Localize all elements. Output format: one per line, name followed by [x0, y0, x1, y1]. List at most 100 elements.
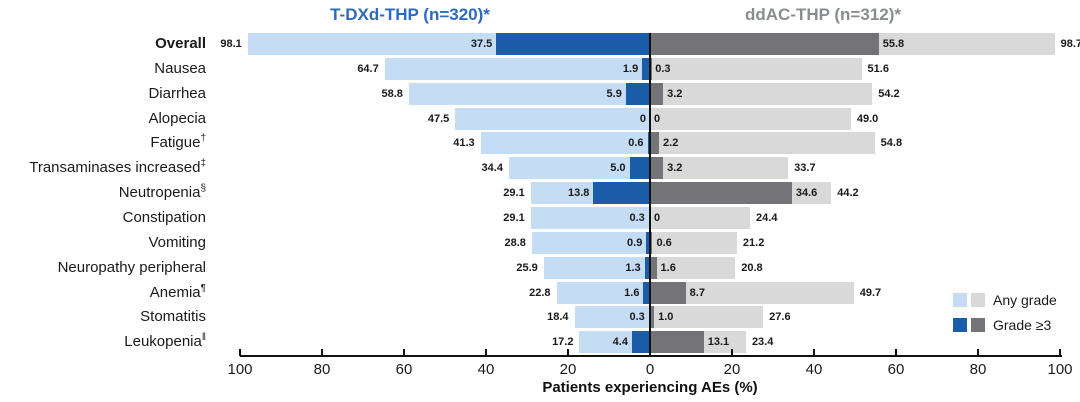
- bar-left-any-grade: [384, 58, 650, 80]
- value-right-grade3: 0: [654, 113, 661, 125]
- left-panel-title: T-DXd-THP (n=320)*: [330, 5, 490, 24]
- bar-left-grade3: [642, 58, 650, 80]
- value-right-grade3: 1.0: [658, 311, 674, 323]
- value-left-any-grade: 22.8: [529, 287, 551, 299]
- grade3-gray-swatch: [971, 317, 985, 332]
- value-right-grade3: 13.1: [707, 336, 730, 348]
- value-right-grade3: 0.6: [656, 237, 672, 249]
- value-right-grade3: 1.6: [660, 262, 676, 274]
- x-axis-tick-label: 40: [805, 361, 823, 378]
- value-right-any-grade: 98.7: [1060, 38, 1080, 50]
- value-left-grade3: 0.9: [627, 237, 643, 249]
- x-axis-title: Patients experiencing AEs (%): [542, 379, 758, 396]
- bar-right-any-grade: [650, 83, 873, 105]
- value-left-any-grade: 18.4: [547, 311, 569, 323]
- x-axis-tick-label: 60: [887, 361, 905, 378]
- value-left-grade3: 1.9: [622, 63, 639, 75]
- bar-right-any-grade: [650, 132, 875, 154]
- category-label: Vomiting: [148, 234, 206, 251]
- x-axis-tick: [977, 349, 979, 356]
- bar-left-any-grade: [531, 232, 650, 254]
- x-axis-tick-label: 100: [1047, 361, 1073, 378]
- bar-left-grade3: [644, 257, 650, 279]
- any-grade-gray-swatch: [971, 292, 985, 307]
- value-right-grade3: 3.2: [667, 88, 683, 100]
- value-right-grade3: 34.6: [795, 187, 818, 199]
- value-left-grade3: 1.6: [624, 287, 640, 299]
- value-right-grade3: 55.8: [882, 38, 905, 50]
- bar-right-grade3: [650, 157, 664, 179]
- x-axis-tick: [321, 349, 323, 356]
- bar-left-any-grade: [556, 282, 650, 304]
- value-right-any-grade: 49.7: [859, 287, 882, 299]
- bar-right-grade3: [650, 182, 792, 204]
- value-right-any-grade: 44.2: [837, 187, 859, 199]
- value-left-grade3: 0: [639, 113, 646, 125]
- value-right-any-grade: 54.8: [880, 137, 903, 149]
- x-axis-tick-label: 80: [313, 361, 331, 378]
- bar-left-any-grade: [455, 108, 650, 130]
- bar-left-grade3: [496, 33, 650, 55]
- x-axis-tick: [403, 349, 405, 356]
- bar-left-grade3: [629, 157, 650, 179]
- x-axis-tick: [485, 349, 487, 356]
- bar-left-grade3: [631, 331, 650, 353]
- category-label: Leukopenia‖: [124, 332, 206, 351]
- value-left-grade3: 0.3: [629, 311, 645, 323]
- bar-right-any-grade: [650, 257, 736, 279]
- x-axis-tick: [1059, 349, 1061, 356]
- value-right-grade3: 0.3: [655, 63, 671, 75]
- value-right-any-grade: 54.2: [878, 88, 900, 100]
- value-right-grade3: 3.2: [667, 162, 683, 174]
- x-axis-tick: [813, 349, 815, 356]
- bar-right-grade3: [650, 232, 653, 254]
- bar-right-grade3: [650, 306, 655, 328]
- value-left-grade3: 5.0: [610, 162, 626, 174]
- any-grade-blue-swatch: [953, 292, 967, 307]
- value-left-grade3: 0.6: [628, 137, 644, 149]
- bar-left-grade3: [643, 282, 650, 304]
- bar-right-any-grade: [650, 108, 851, 130]
- value-right-any-grade: 24.4: [756, 212, 778, 224]
- value-right-any-grade: 33.7: [794, 162, 816, 174]
- bar-right-any-grade: [650, 282, 854, 304]
- value-right-any-grade: 21.2: [742, 237, 765, 249]
- category-label: Stomatitis: [140, 308, 206, 325]
- legend-row-grade3: Grade ≥3: [953, 312, 1057, 337]
- value-right-grade3: 8.7: [689, 287, 705, 299]
- bar-left-any-grade: [530, 207, 650, 229]
- legend-row-any-grade: Any grade: [953, 287, 1057, 312]
- bar-right-grade3: [650, 33, 879, 55]
- category-label: Diarrhea: [148, 85, 206, 102]
- category-label: Fatigue†: [150, 133, 206, 152]
- value-left-any-grade: 64.7: [357, 63, 379, 75]
- bar-left-grade3: [625, 83, 650, 105]
- bar-right-grade3: [650, 132, 660, 154]
- value-left-any-grade: 34.4: [481, 162, 503, 174]
- value-left-grade3: 5.9: [606, 88, 622, 100]
- x-axis-tick: [567, 349, 569, 356]
- value-right-any-grade: 49.0: [856, 113, 879, 125]
- legend: Any grade Grade ≥3: [953, 287, 1057, 337]
- legend-label-any-grade: Any grade: [993, 291, 1057, 308]
- value-right-any-grade: 20.8: [741, 262, 763, 274]
- x-axis-tick: [239, 349, 241, 356]
- value-left-any-grade: 25.9: [516, 262, 538, 274]
- bar-right-any-grade: [650, 306, 764, 328]
- category-label: Constipation: [122, 209, 206, 226]
- zero-baseline: [649, 33, 651, 357]
- value-left-grade3: 0.3: [629, 212, 645, 224]
- right-panel-title: ddAC-THP (n=312)*: [744, 5, 902, 24]
- bar-left-grade3: [646, 232, 650, 254]
- category-label: Transaminases increased‡: [29, 158, 206, 177]
- value-right-grade3: 0: [654, 212, 661, 224]
- value-left-any-grade: 17.2: [552, 336, 574, 348]
- value-left-grade3: 1.3: [625, 262, 641, 274]
- x-axis-line: [240, 355, 1062, 357]
- bar-right-grade3: [650, 83, 664, 105]
- bar-left-grade3: [593, 182, 650, 204]
- value-left-any-grade: 29.1: [503, 212, 525, 224]
- category-label: Anemia¶: [149, 283, 206, 302]
- category-label: Overall: [155, 35, 206, 52]
- bar-left-grade3: [647, 132, 650, 154]
